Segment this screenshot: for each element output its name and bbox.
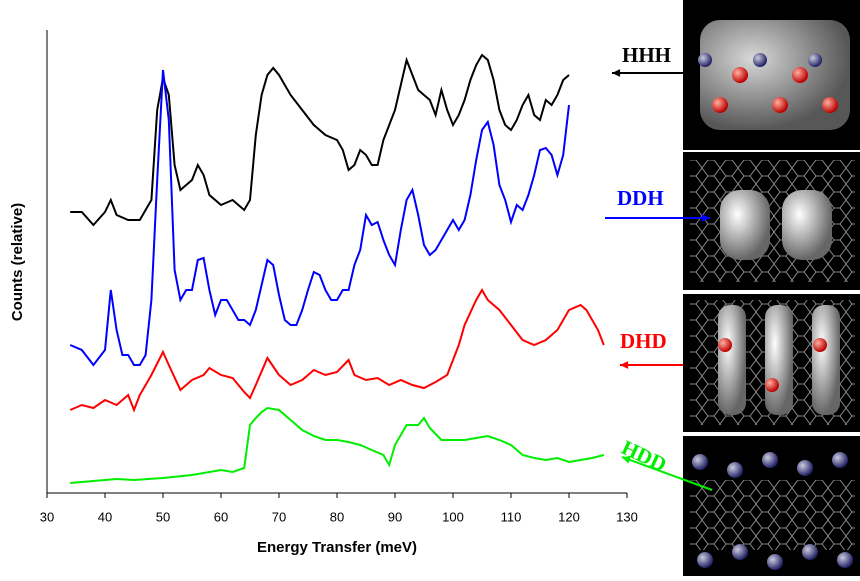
series-line — [70, 55, 569, 225]
x-tick-label: 90 — [388, 509, 402, 524]
series-label: DHD — [620, 329, 667, 353]
chart: Energy Transfer (meV) Counts (relative) … — [0, 0, 860, 576]
series-line — [70, 70, 569, 365]
label-arrowhead — [612, 69, 620, 77]
x-tick-label: 70 — [272, 509, 286, 524]
x-tick-label: 130 — [616, 509, 638, 524]
x-tick-label: 50 — [156, 509, 170, 524]
series-line — [70, 408, 604, 483]
series-label: HDD — [618, 435, 670, 476]
x-tick-label: 60 — [214, 509, 228, 524]
x-tick-label: 100 — [442, 509, 464, 524]
x-tick-label: 120 — [558, 509, 580, 524]
x-tick-label: 30 — [40, 509, 54, 524]
y-axis-title: Counts (relative) — [9, 203, 26, 321]
x-axis-title: Energy Transfer (meV) — [257, 539, 417, 556]
series-label: DDH — [617, 186, 664, 210]
x-tick-label: 110 — [501, 509, 522, 524]
label-arrowhead — [620, 361, 628, 369]
x-tick-label: 40 — [98, 509, 112, 524]
x-tick-label: 80 — [330, 509, 344, 524]
series-label: HHH — [622, 43, 671, 67]
